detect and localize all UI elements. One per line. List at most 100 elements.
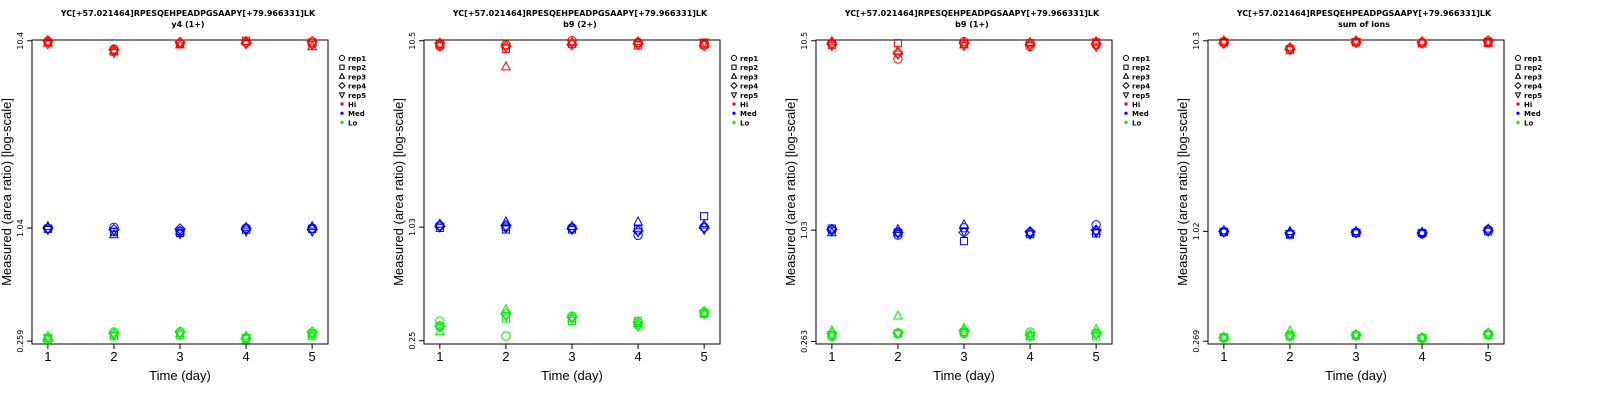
legend-label-lo: Lo <box>740 119 749 127</box>
legend-label-rep5: rep5 <box>740 92 758 100</box>
x-tick-label: 3 <box>1352 349 1359 364</box>
data-point-med-rep3 <box>1350 225 1362 236</box>
x-tick-label: 5 <box>701 349 708 364</box>
legend-label-rep1: rep1 <box>348 55 366 63</box>
data-point-lo-rep5 <box>1350 331 1362 342</box>
data-point-hi-rep3 <box>108 44 119 55</box>
legend-symbol-lo <box>1124 120 1128 124</box>
data-point-med-rep5 <box>1417 230 1428 240</box>
data-point-med-rep5 <box>1483 227 1494 238</box>
data-point-hi-rep5 <box>892 50 903 61</box>
data-point-med-rep2 <box>1418 228 1427 238</box>
data-point-med-rep5 <box>1091 228 1102 239</box>
chart-3: YC[+57.021464]RPESQEHPEADPGSAAPY[+79.966… <box>784 9 1150 383</box>
legend-label-rep3: rep3 <box>348 73 366 81</box>
data-point-hi-rep5 <box>108 48 119 59</box>
data-point-med-rep5 <box>826 227 837 237</box>
data-point-lo-rep1 <box>1025 327 1035 337</box>
data-point-med-rep5 <box>958 228 970 238</box>
data-point-med-rep2 <box>959 237 969 246</box>
y-axis-label: Measured (area ratio) [log-scale] <box>392 98 406 286</box>
data-point-lo-rep4 <box>306 326 318 338</box>
data-point-med-rep5 <box>500 224 511 234</box>
y-tick-label: 10.3 <box>1192 32 1201 50</box>
data-point-med-rep5 <box>434 223 445 233</box>
data-point-med-rep5 <box>174 230 186 240</box>
data-point-lo-rep1 <box>435 316 445 326</box>
legend-symbol-rep3 <box>1122 72 1130 79</box>
chart-title: YC[+57.021464]RPESQEHPEADPGSAAPY[+79.966… <box>1236 9 1492 18</box>
legend-symbol-med <box>1516 111 1520 115</box>
data-point-med-rep3 <box>1025 226 1036 237</box>
data-point-hi-rep4 <box>1090 38 1102 50</box>
data-point-lo-rep5 <box>241 334 252 344</box>
legend-symbol-rep5 <box>730 92 738 99</box>
y-tick-label: 0.269 <box>1192 330 1201 353</box>
legend-symbol-hi <box>1516 102 1520 106</box>
data-point-hi-rep4 <box>434 37 446 49</box>
data-point-hi-rep4 <box>566 38 578 51</box>
data-point-med-rep5 <box>1350 229 1362 239</box>
x-axis-label: Time (day) <box>541 368 603 383</box>
data-point-hi-rep5 <box>500 43 511 54</box>
x-tick-label: 4 <box>242 349 249 364</box>
legend-symbol-rep2 <box>1515 64 1521 70</box>
data-point-med-rep5 <box>108 227 119 238</box>
legend-symbol-med <box>1124 111 1128 115</box>
data-point-lo-rep1 <box>633 320 643 330</box>
legend-symbol-rep4 <box>1514 81 1522 90</box>
data-point-lo-rep5 <box>1483 330 1494 341</box>
legend-label-rep4: rep4 <box>1132 83 1150 91</box>
chart-2: YC[+57.021464]RPESQEHPEADPGSAAPY[+79.966… <box>392 9 758 383</box>
data-point-lo-rep3 <box>826 324 837 335</box>
data-point-hi-rep4 <box>698 39 710 52</box>
chart-4: YC[+57.021464]RPESQEHPEADPGSAAPY[+79.966… <box>1176 9 1542 383</box>
chart-subtitle: y4 (1+) <box>171 20 204 29</box>
data-point-lo-rep5 <box>174 330 186 341</box>
data-point-lo-rep3 <box>1091 323 1102 334</box>
data-point-lo-rep5 <box>1417 334 1428 345</box>
data-point-hi-rep5 <box>1284 45 1295 56</box>
data-point-lo-rep5 <box>699 310 710 320</box>
x-tick-label: 4 <box>1418 349 1425 364</box>
chart-subtitle: b9 (1+) <box>955 20 989 29</box>
legend-symbol-rep5 <box>1514 92 1522 99</box>
data-point-hi-rep4 <box>958 37 970 49</box>
legend-label-rep5: rep5 <box>1524 92 1542 100</box>
chart-subtitle: b9 (2+) <box>563 20 597 29</box>
x-tick-label: 1 <box>436 349 443 364</box>
x-tick-label: 5 <box>1093 349 1100 364</box>
data-point-hi-rep5 <box>1350 37 1362 48</box>
data-point-med-rep5 <box>566 225 578 236</box>
data-point-med-rep1 <box>109 222 119 232</box>
legend-label-rep2: rep2 <box>348 64 366 72</box>
data-point-hi-rep1 <box>307 39 317 49</box>
data-point-lo-rep5 <box>307 330 318 340</box>
y-tick-label: 1.03 <box>408 218 417 236</box>
data-point-hi-rep1 <box>435 41 445 51</box>
data-point-lo-rep3 <box>1284 324 1295 335</box>
data-point-hi-rep3 <box>434 37 445 48</box>
data-point-lo-rep5 <box>1284 332 1295 342</box>
data-point-lo-rep3 <box>434 325 445 336</box>
legend-label-lo: Lo <box>348 119 357 127</box>
data-point-hi-rep4 <box>108 44 120 56</box>
legend-label-rep3: rep3 <box>1524 73 1542 81</box>
legend-label-hi: Hi <box>1132 101 1140 109</box>
data-point-hi-rep1 <box>893 54 903 64</box>
legend-label-lo: Lo <box>1524 119 1533 127</box>
plot-frame <box>31 39 329 345</box>
data-point-med-rep1 <box>633 230 643 240</box>
data-point-hi-rep5 <box>826 41 837 52</box>
data-point-med-rep3 <box>108 228 119 239</box>
legend-label-hi: Hi <box>1524 101 1532 109</box>
x-tick-label: 1 <box>828 349 835 364</box>
chart-panel-2: YC[+57.021464]RPESQEHPEADPGSAAPY[+79.966… <box>392 0 784 400</box>
legend-symbol-hi <box>340 102 344 106</box>
legend-label-rep2: rep2 <box>740 64 758 72</box>
legend-label-rep5: rep5 <box>1132 92 1150 100</box>
data-point-lo-rep1 <box>501 331 511 341</box>
legend-symbol-hi <box>1124 102 1128 106</box>
chart-panel-1: YC[+57.021464]RPESQEHPEADPGSAAPY[+79.966… <box>0 0 392 400</box>
plot-frame <box>815 39 1113 345</box>
